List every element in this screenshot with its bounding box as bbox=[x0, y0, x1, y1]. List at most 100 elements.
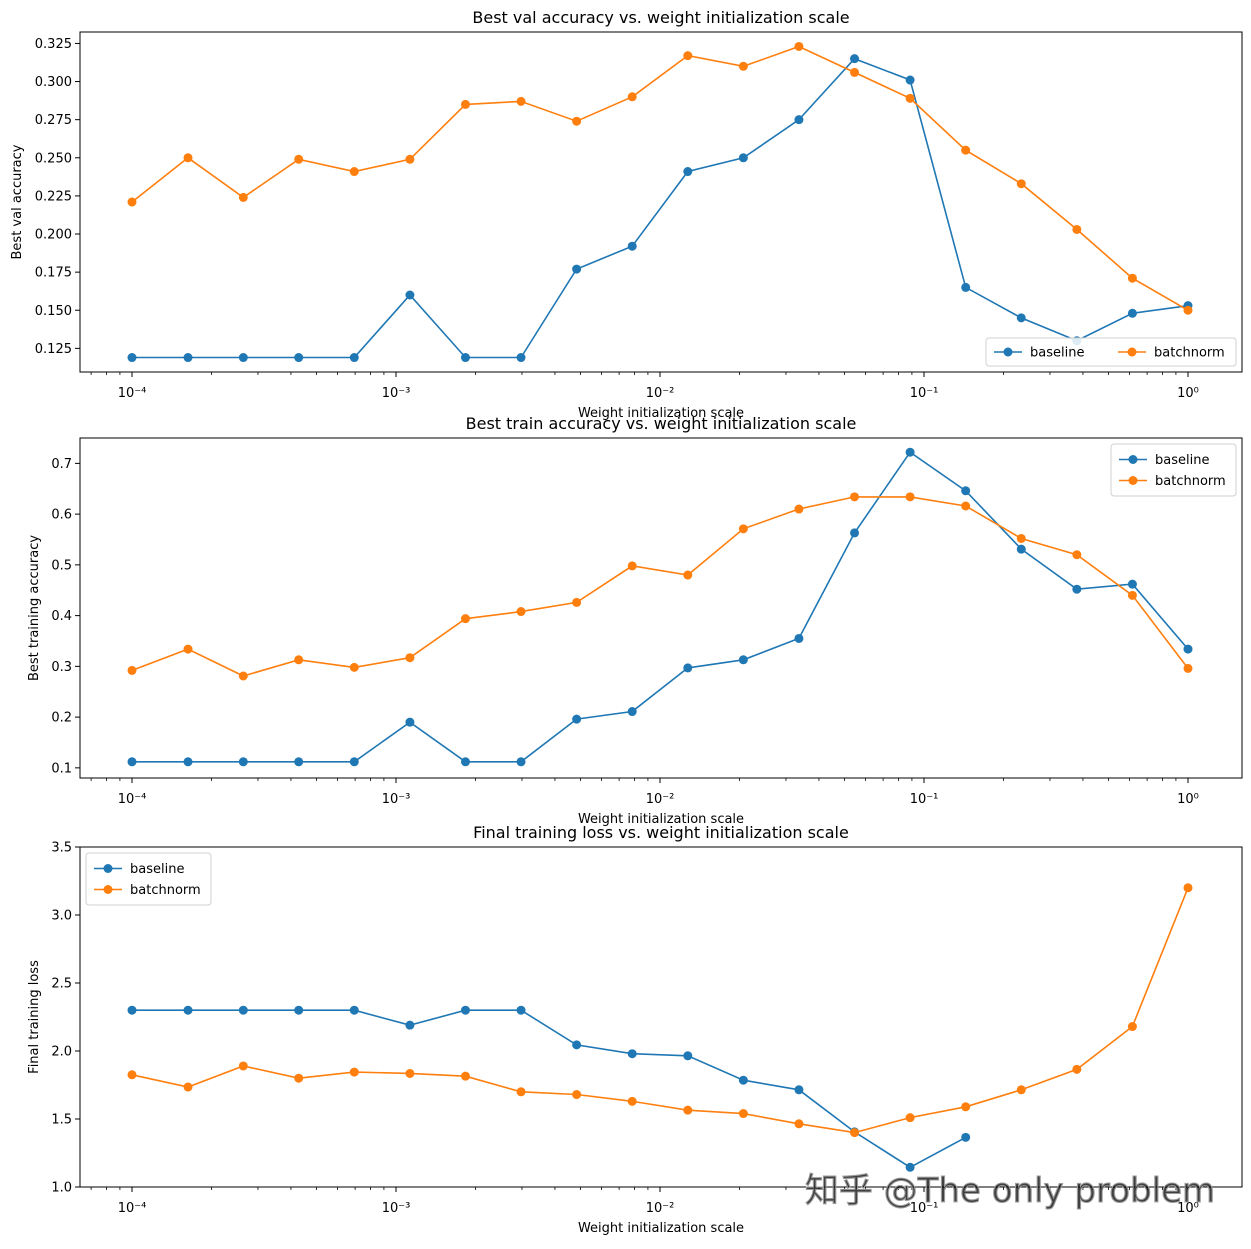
data-point-baseline bbox=[738, 153, 748, 163]
data-point-batchnorm bbox=[1072, 550, 1082, 560]
data-point-baseline bbox=[405, 717, 415, 727]
x-tick-label: 10⁻² bbox=[646, 386, 675, 401]
data-point-baseline bbox=[1016, 313, 1026, 323]
data-point-baseline bbox=[127, 353, 137, 363]
legend-marker-batchnorm bbox=[1127, 347, 1137, 357]
chart-title: Best val accuracy vs. weight initializat… bbox=[472, 8, 849, 27]
data-point-baseline bbox=[794, 115, 804, 125]
chart-title: Best train accuracy vs. weight initializ… bbox=[466, 414, 857, 433]
data-point-batchnorm bbox=[1127, 590, 1137, 600]
data-point-batchnorm bbox=[1183, 663, 1193, 673]
data-point-baseline bbox=[627, 707, 637, 717]
legend-label-batchnorm: batchnorm bbox=[1154, 346, 1225, 361]
legend-box bbox=[1110, 443, 1237, 497]
legend-label-baseline: baseline bbox=[1030, 346, 1084, 361]
series-line-batchnorm bbox=[131, 887, 1189, 1134]
data-point-batchnorm bbox=[1072, 1064, 1082, 1074]
data-point-batchnorm bbox=[905, 93, 915, 103]
data-point-batchnorm bbox=[238, 671, 248, 681]
watermark-text: 知乎 @The only problem bbox=[805, 1171, 1215, 1211]
data-point-batchnorm bbox=[349, 1067, 359, 1077]
data-point-batchnorm bbox=[1127, 273, 1137, 283]
y-tick-label: 2.0 bbox=[51, 1045, 72, 1060]
data-point-batchnorm bbox=[516, 96, 526, 106]
y-tick-label: 0.125 bbox=[35, 342, 72, 357]
data-point-baseline bbox=[961, 486, 971, 496]
y-tick-label: 0.7 bbox=[51, 457, 72, 472]
data-point-batchnorm bbox=[738, 1109, 748, 1119]
data-point-batchnorm bbox=[460, 1071, 470, 1081]
x-tick-label: 10⁰ bbox=[1177, 1201, 1199, 1216]
data-point-baseline bbox=[850, 54, 860, 64]
legend-label-batchnorm: batchnorm bbox=[130, 883, 201, 898]
data-point-batchnorm bbox=[516, 1087, 526, 1097]
data-point-batchnorm bbox=[1183, 305, 1193, 315]
data-point-baseline bbox=[405, 290, 415, 300]
data-point-baseline bbox=[127, 757, 137, 767]
data-point-baseline bbox=[349, 757, 359, 767]
data-point-baseline bbox=[238, 1005, 248, 1015]
data-point-batchnorm bbox=[627, 1096, 637, 1106]
legend-label-batchnorm: batchnorm bbox=[1155, 474, 1226, 489]
data-point-batchnorm bbox=[683, 1105, 693, 1115]
x-axis-label: Weight initialization scale bbox=[578, 812, 744, 827]
legend: baseline batchnorm bbox=[985, 337, 1237, 367]
data-point-batchnorm bbox=[238, 1061, 248, 1071]
data-point-baseline bbox=[1127, 579, 1137, 589]
y-tick-label: 0.225 bbox=[35, 189, 72, 204]
y-tick-label: 0.250 bbox=[35, 151, 72, 166]
data-point-batchnorm bbox=[794, 41, 804, 51]
data-point-batchnorm bbox=[405, 653, 415, 663]
data-point-batchnorm bbox=[961, 1102, 971, 1112]
data-point-baseline bbox=[572, 1040, 582, 1050]
plot-frame bbox=[79, 437, 1243, 779]
x-tick-label: 10⁻¹ bbox=[910, 1201, 939, 1216]
data-point-baseline bbox=[516, 1005, 526, 1015]
series-baseline bbox=[127, 1005, 971, 1172]
y-tick-label: 0.150 bbox=[35, 304, 72, 319]
data-point-baseline bbox=[794, 633, 804, 643]
y-tick-label: 0.5 bbox=[51, 558, 72, 573]
data-point-baseline bbox=[349, 353, 359, 363]
x-tick-label: 10⁻¹ bbox=[910, 386, 939, 401]
y-axis-label: Best val accuracy bbox=[10, 144, 25, 259]
chart-panel-3: Final training loss vs. weight initializ… bbox=[27, 823, 1243, 1236]
y-tick-label: 0.6 bbox=[51, 508, 72, 523]
y-tick-label: 0.200 bbox=[35, 228, 72, 243]
data-point-batchnorm bbox=[738, 524, 748, 534]
data-point-batchnorm bbox=[516, 607, 526, 617]
data-point-batchnorm bbox=[349, 167, 359, 177]
x-tick-label: 10⁻⁴ bbox=[118, 386, 147, 401]
x-tick-label: 10⁻³ bbox=[382, 386, 411, 401]
data-point-baseline bbox=[905, 75, 915, 85]
legend-label-baseline: baseline bbox=[1155, 453, 1209, 468]
data-point-baseline bbox=[349, 1005, 359, 1015]
data-point-batchnorm bbox=[294, 655, 304, 665]
data-point-batchnorm bbox=[794, 1119, 804, 1129]
data-point-baseline bbox=[460, 353, 470, 363]
series-line-baseline bbox=[132, 57, 1189, 359]
data-point-batchnorm bbox=[294, 154, 304, 164]
y-tick-label: 0.3 bbox=[51, 660, 72, 675]
data-point-batchnorm bbox=[627, 92, 637, 102]
legend-marker-batchnorm bbox=[1128, 476, 1138, 485]
data-point-batchnorm bbox=[349, 662, 359, 672]
y-tick-label: 0.4 bbox=[51, 609, 72, 624]
data-point-batchnorm bbox=[905, 1113, 915, 1123]
data-point-batchnorm bbox=[961, 501, 971, 511]
x-tick-label: 10⁻³ bbox=[382, 792, 411, 807]
data-point-baseline bbox=[683, 663, 693, 673]
data-point-baseline bbox=[460, 757, 470, 767]
data-point-baseline bbox=[961, 1132, 971, 1142]
data-point-baseline bbox=[460, 1005, 470, 1015]
data-point-batchnorm bbox=[572, 116, 582, 126]
data-point-batchnorm bbox=[961, 145, 971, 155]
data-point-baseline bbox=[905, 1162, 915, 1172]
data-point-batchnorm bbox=[1127, 1022, 1137, 1032]
data-point-baseline bbox=[572, 264, 582, 274]
data-point-baseline bbox=[627, 1049, 637, 1059]
legend-marker-baseline bbox=[103, 864, 113, 873]
data-point-batchnorm bbox=[850, 1128, 860, 1138]
